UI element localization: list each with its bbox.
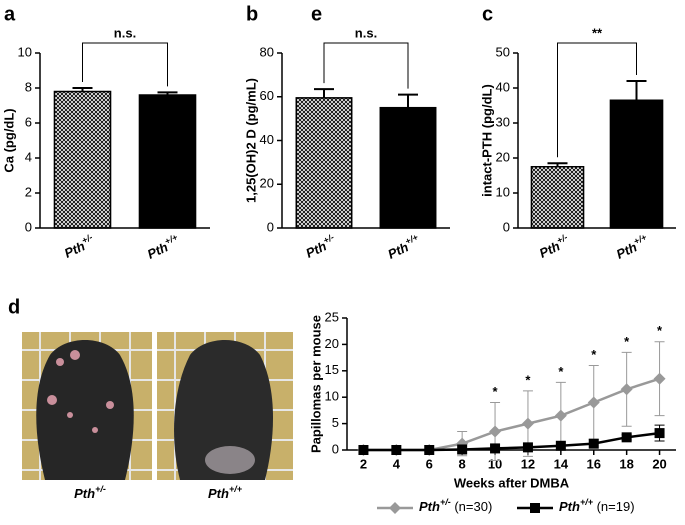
x-tick-label: Pth+/+ [144,232,183,262]
y-axis-label: intact-PTH (pg/dL) [479,84,494,197]
marker [621,432,632,443]
photo-left [22,332,152,480]
marker [490,443,501,454]
bar [379,106,437,229]
y-tick-label: 2 [25,184,32,199]
x-tick-label: Pth+/- [61,232,97,261]
y-tick-label: 20 [496,149,510,164]
y-tick-label: 15 [325,362,339,377]
y-tick-label: 0 [503,219,510,234]
x-tick-label: 4 [393,456,401,471]
marker [588,438,599,449]
x-tick-label: 14 [554,456,569,471]
x-tick-label: 20 [652,456,666,471]
marker [620,383,633,396]
marker [522,442,533,453]
marker [654,428,665,439]
x-axis-label: Weeks after DMBA [454,475,570,490]
y-tick-label: 0 [267,219,274,234]
marker [424,445,435,455]
y-axis-label: 1,25(OH)2 D (pg/mL) [243,78,258,203]
marker [521,417,534,430]
x-tick-label: 8 [459,456,466,471]
x-tick-label: 18 [619,456,633,471]
series-line [363,431,660,452]
significance-bracket [323,42,409,89]
y-axis-label: Ca (pg/dL) [1,108,16,172]
error-bar [314,88,334,98]
x-tick-label: 12 [521,456,535,471]
photo-label: Pth+/+ [208,484,243,501]
y-tick-label: 20 [260,176,274,191]
legend-label: Pth+/+ (n=19) [559,497,635,514]
significance-label: * [525,372,531,387]
x-tick-label: Pth+/+ [385,232,424,262]
marker [653,372,666,385]
y-tick-label: 80 [260,44,274,59]
marker [391,445,402,455]
significance-bracket [82,42,168,87]
y-tick-label: 50 [496,44,510,59]
marker [489,425,502,438]
significance-label: * [493,384,499,399]
y-tick-label: 20 [325,336,339,351]
y-axis-label: Papillomas per mouse [308,315,323,453]
x-tick-label: Pth+/- [303,232,339,261]
marker [358,445,369,455]
y-tick-label: 6 [25,114,32,129]
x-tick-label: 2 [360,456,367,471]
y-tick-label: 10 [496,184,510,199]
significance-label: n.s. [114,25,136,40]
y-tick-label: 0 [332,441,339,456]
significance-label: * [591,347,597,362]
significance-label: n.s. [355,25,377,40]
significance-bracket [557,42,637,158]
marker [457,444,468,455]
error-bar [398,93,418,108]
x-tick-label: Pth+/+ [613,232,652,262]
bar [53,90,112,229]
y-tick-label: 30 [496,114,510,129]
significance-label: * [558,364,564,379]
y-tick-label: 60 [260,88,274,103]
panel-letter: d [8,296,20,318]
panel-letter: b [246,3,258,25]
legend-marker [389,502,401,514]
legend-label: Pth+/- (n=30) [419,497,492,514]
marker [587,396,600,409]
panel-letter: e [311,3,322,25]
x-tick-label: 16 [587,456,601,471]
y-tick-label: 8 [25,79,32,94]
significance-label: * [624,334,630,349]
panel-letter: a [4,3,16,25]
bar [609,99,664,229]
y-tick-label: 40 [496,79,510,94]
error-bar [157,91,178,95]
y-tick-label: 25 [325,309,339,324]
significance-label: * [657,323,663,338]
panel-letter: c [482,3,493,25]
marker [555,440,566,451]
bar [530,166,585,229]
y-tick-label: 4 [25,149,32,164]
x-tick-label: 6 [426,456,433,471]
error-bar [72,87,93,92]
y-tick-label: 40 [260,132,274,147]
bar [138,94,197,229]
bar [295,97,353,229]
y-tick-label: 10 [18,44,32,59]
y-tick-label: 5 [332,415,339,430]
y-tick-label: 10 [325,389,339,404]
error-bar [626,80,647,101]
significance-label: ** [592,25,603,40]
marker [554,409,567,422]
error-bar [547,162,568,167]
y-tick-label: 0 [25,219,32,234]
legend-marker [530,503,540,513]
x-tick-label: Pth+/- [536,232,572,261]
photo-right [157,332,293,480]
photo-label: Pth+/- [74,484,106,501]
